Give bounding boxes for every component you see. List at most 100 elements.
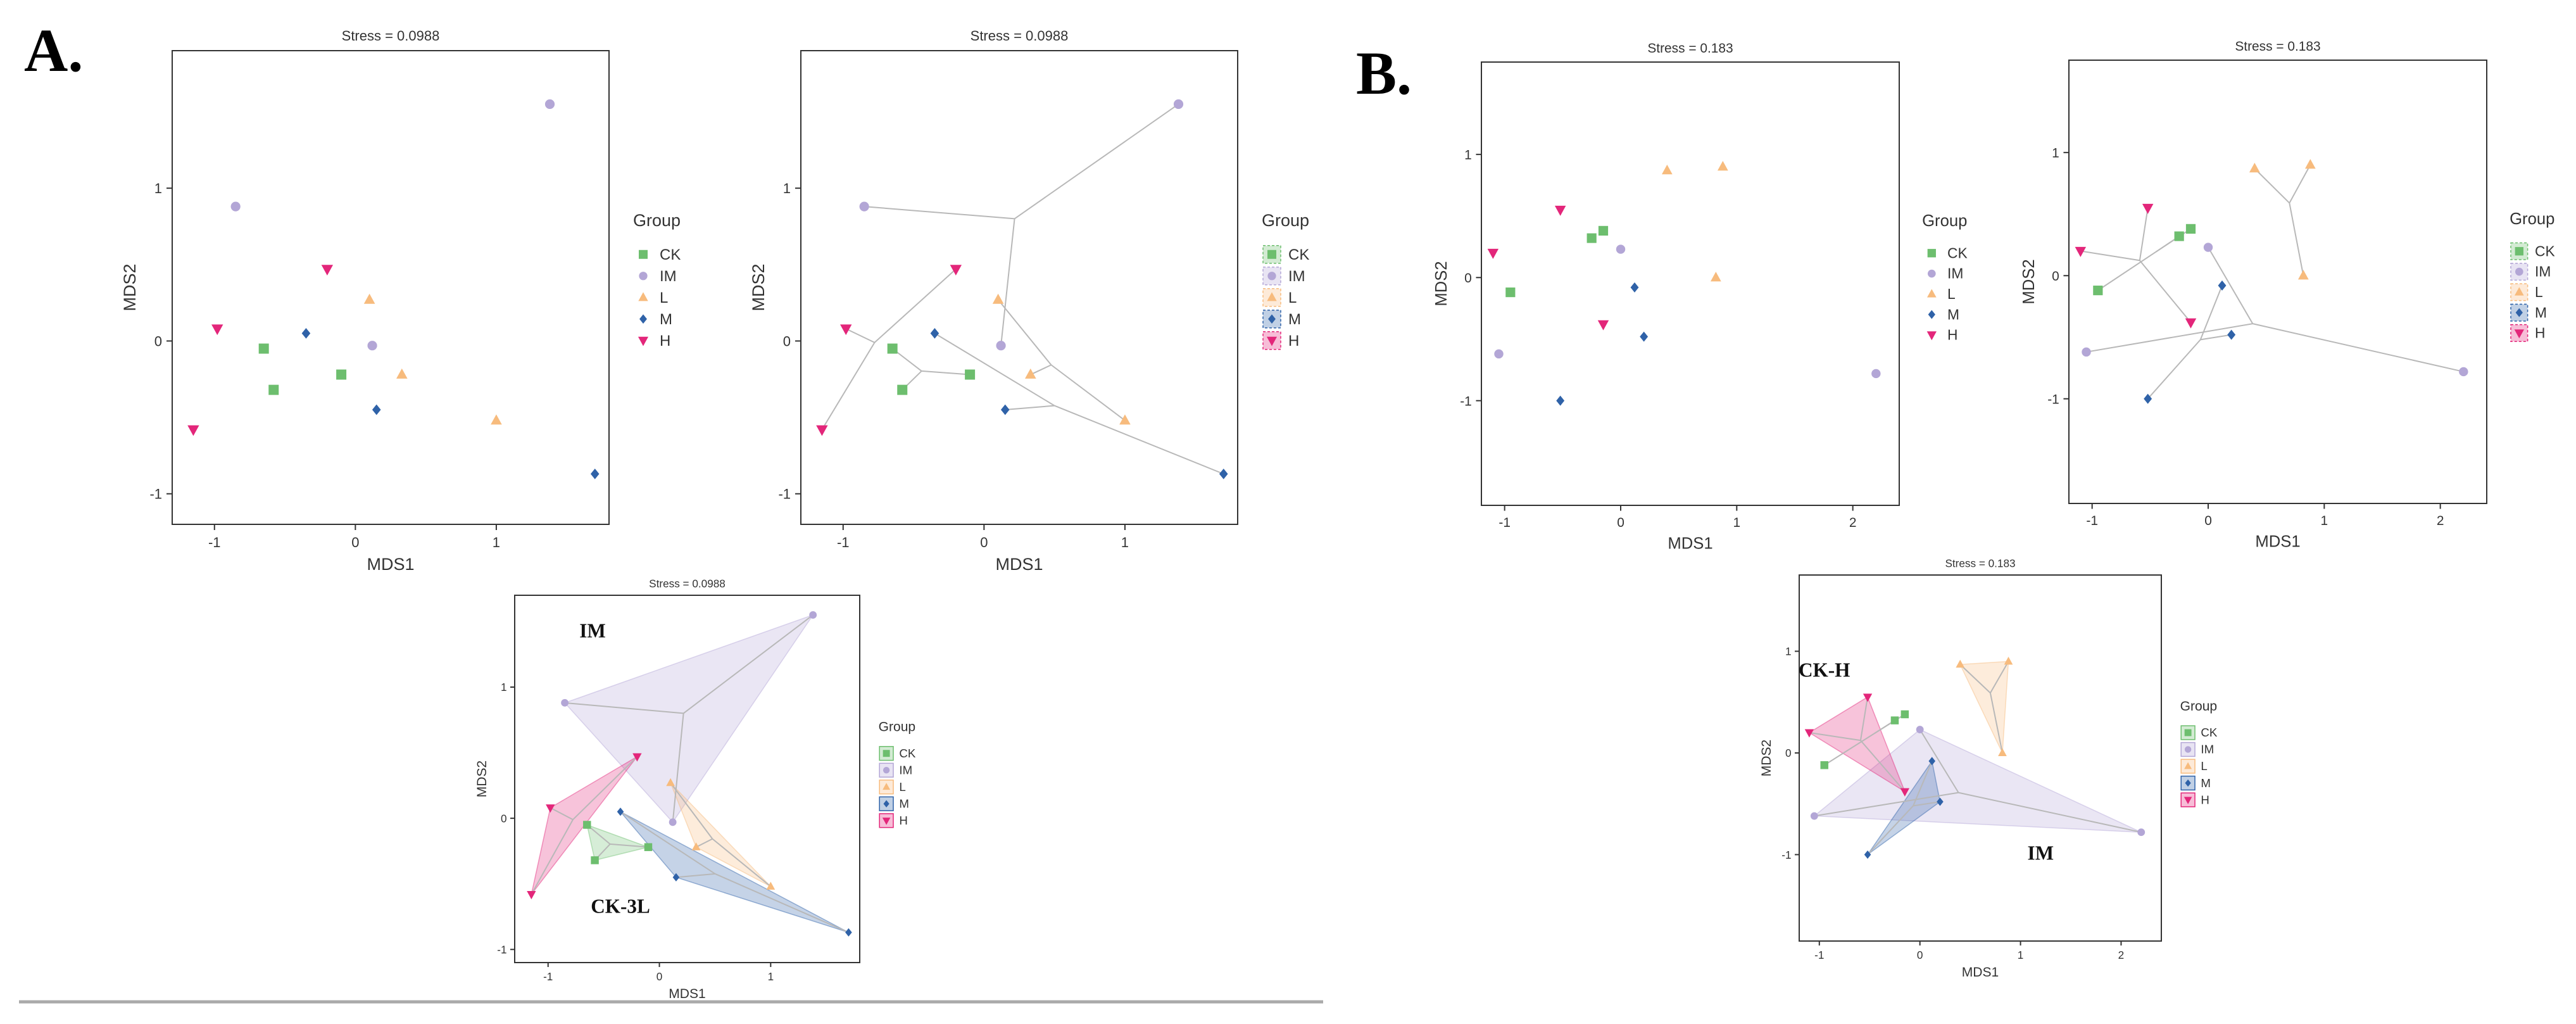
point-H	[816, 425, 828, 436]
spider-line-CK	[610, 843, 649, 848]
annotation-ck-3l: CK-3L	[591, 895, 650, 917]
legend-item-ck: CK	[639, 246, 681, 263]
legend-marker-ck	[883, 750, 890, 757]
legend-item-im: IM	[1262, 267, 1305, 286]
y-tick-label: -1	[1460, 394, 1472, 408]
legend-marker-ck	[1267, 250, 1276, 259]
spider-line-L	[712, 838, 771, 887]
legend-label: CK	[2535, 243, 2555, 259]
point-CK	[258, 343, 269, 354]
x-tick-label: 0	[351, 534, 359, 550]
spider-line-IM	[1958, 792, 2142, 833]
point-IM	[859, 201, 869, 212]
point-H	[527, 890, 536, 900]
panel-label-a: A.	[24, 16, 83, 84]
spider-line-IM	[1814, 792, 1959, 817]
legend-marker-ck	[639, 250, 648, 259]
legend-label: L	[2201, 759, 2207, 773]
point-H	[950, 265, 962, 276]
spider-line-H	[1860, 740, 1906, 792]
legend-label: CK	[1947, 244, 1968, 261]
y-tick-label: 0	[501, 812, 507, 825]
chart-A2: Stress = 0.0988 -1 0 1 -1 0 1 MDS1 MDS2 Group CK IM…	[749, 28, 1309, 574]
spider-line-M	[1054, 405, 1224, 475]
point-H	[1597, 320, 1609, 331]
y-tick-label: 0	[1785, 747, 1792, 759]
spider-line-H	[1809, 731, 1861, 742]
spider-line-H	[2139, 260, 2192, 323]
point-L	[691, 842, 701, 850]
point-M	[930, 327, 939, 339]
legend-label: M	[899, 797, 909, 811]
annotation-im: IM	[2028, 842, 2054, 864]
point-L	[1710, 272, 1721, 282]
x-tick-label: -1	[543, 970, 553, 983]
x-tick-label: -1	[2086, 514, 2098, 528]
legend-marker-im	[1267, 272, 1276, 281]
x-tick-label: 2	[2437, 514, 2444, 528]
point-CK	[268, 384, 279, 395]
point-M	[1219, 468, 1228, 479]
chart-B2: Stress = 0.183 -1 0 1 2 -1 0 1 MDS1 MDS2 Group CK IM…	[2020, 39, 2555, 551]
legend-label: H	[899, 814, 908, 827]
x-tick-label: 0	[1917, 949, 1923, 961]
point-IM	[561, 698, 569, 707]
point-H	[1554, 205, 1566, 216]
spider-line-H	[550, 807, 574, 821]
legend-label: L	[660, 289, 668, 307]
spider-line-M	[1913, 761, 1933, 806]
chart-title: Stress = 0.183	[1647, 41, 1733, 56]
legend-title: Group	[2180, 699, 2218, 714]
point-M	[1864, 850, 1871, 859]
legend-item-im: IM	[2180, 742, 2214, 757]
legend-title: Group	[879, 720, 916, 735]
y-tick-label: 1	[154, 180, 162, 196]
point-CK	[644, 843, 653, 851]
legend-title: Group	[1262, 211, 1309, 230]
point-IM	[1810, 812, 1818, 820]
legend-label: M	[1947, 306, 1959, 322]
x-tick-label: -1	[837, 534, 850, 550]
point-M	[617, 807, 624, 816]
spider-line-H	[821, 342, 876, 430]
point-L	[2004, 656, 2013, 665]
point-M	[1556, 395, 1565, 406]
spider-line-L	[1989, 693, 2003, 754]
x-tick-label: 2	[2118, 949, 2125, 961]
point-IM	[809, 611, 817, 619]
legend-marker-l	[2184, 762, 2192, 769]
spider-line-L	[1050, 364, 1126, 421]
y-axis-label: MDS2	[1759, 740, 1774, 776]
spider-line-M	[675, 873, 715, 878]
legend-marker-h	[638, 336, 649, 346]
legend-item-h: H	[879, 813, 908, 828]
y-axis-label: MDS2	[749, 263, 768, 311]
x-axis-label: MDS1	[367, 555, 414, 574]
legend-item-m: M	[1262, 310, 1301, 329]
hull-M	[620, 811, 849, 933]
point-L	[1717, 161, 1728, 171]
y-tick-label: 0	[154, 333, 162, 349]
legend-marker-ck	[2184, 729, 2192, 736]
legend-item-m: M	[879, 796, 909, 811]
legend-item-m: M	[1928, 306, 1959, 322]
point-CK	[1598, 225, 1609, 236]
plot-frame	[2068, 60, 2487, 504]
x-tick-label: -1	[1814, 949, 1824, 961]
plot-frame	[1799, 574, 2162, 942]
legend-title: Group	[2510, 210, 2554, 228]
x-tick-label: 1	[1121, 534, 1129, 550]
chart-title: Stress = 0.0988	[649, 578, 726, 590]
x-axis-label: MDS1	[1962, 965, 1999, 980]
point-L	[1998, 748, 2007, 756]
legend-marker-h	[882, 818, 891, 825]
chart-title: Stress = 0.0988	[342, 28, 440, 44]
point-M	[672, 873, 680, 882]
chart-title: Stress = 0.183	[2235, 39, 2320, 54]
legend-marker-m	[2515, 308, 2523, 317]
point-M	[845, 928, 852, 937]
legend-marker-h	[2183, 797, 2192, 804]
y-tick-label: -1	[778, 486, 791, 502]
legend-item-im: IM	[2510, 263, 2551, 281]
spider-line-H	[2139, 208, 2149, 261]
